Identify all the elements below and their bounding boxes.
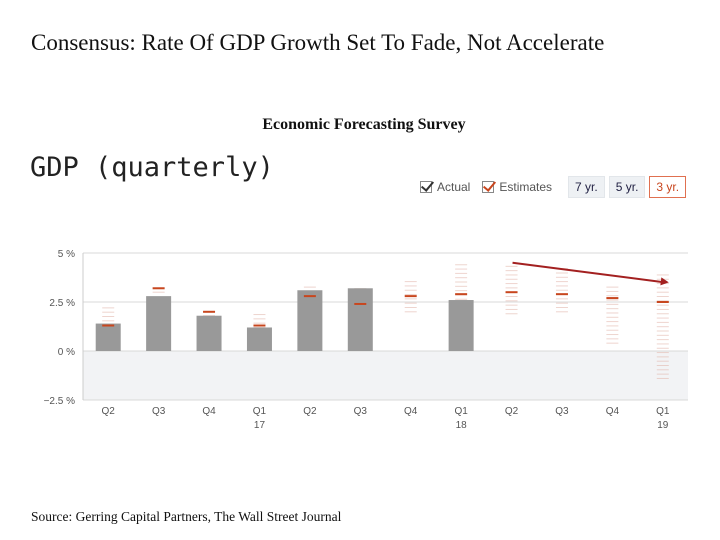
actual-bar bbox=[246, 327, 272, 351]
range-3yr-button[interactable]: 3 yr. bbox=[649, 176, 687, 198]
x-tick-label: Q1 bbox=[656, 406, 670, 417]
estimates-checkbox-icon[interactable] bbox=[482, 181, 495, 193]
chart-heading: GDP (quarterly) bbox=[30, 152, 274, 183]
x-tick-label: Q1 bbox=[454, 406, 468, 417]
range-7yr-button[interactable]: 7 yr. bbox=[568, 176, 605, 198]
x-tick-label: Q4 bbox=[202, 406, 216, 417]
slide-title: Consensus: Rate Of GDP Growth Set To Fad… bbox=[31, 30, 605, 55]
actual-bar bbox=[146, 296, 172, 351]
x-tick-year-label: 17 bbox=[254, 420, 266, 431]
estimate-spread bbox=[505, 265, 518, 315]
y-tick-label: −2.5 % bbox=[44, 396, 76, 407]
estimate-spread bbox=[555, 268, 568, 313]
estimate-spread bbox=[404, 281, 417, 313]
x-tick-label: Q4 bbox=[404, 406, 418, 417]
trend-arrow-head bbox=[660, 277, 669, 286]
actual-bar bbox=[196, 315, 222, 351]
negative-region-band bbox=[83, 351, 688, 400]
actual-bar bbox=[347, 288, 373, 351]
actual-checkbox-icon[interactable] bbox=[420, 181, 432, 193]
estimates-legend-label: Estimates bbox=[499, 180, 553, 194]
actual-bar bbox=[95, 323, 121, 351]
range-5yr-button[interactable]: 5 yr. bbox=[608, 176, 646, 198]
trend-arrow-line bbox=[512, 261, 663, 284]
source-note: Source: Gerring Capital Partners, The Wa… bbox=[31, 509, 342, 524]
estimate-spread bbox=[606, 286, 619, 344]
x-tick-year-label: 19 bbox=[657, 420, 669, 431]
x-tick-label: Q3 bbox=[152, 406, 166, 417]
y-tick-label: 5 % bbox=[58, 249, 75, 260]
x-tick-label: Q3 bbox=[354, 406, 368, 417]
x-tick-label: Q3 bbox=[555, 406, 569, 417]
survey-title: Economic Forecasting Survey bbox=[262, 116, 466, 133]
x-tick-label: Q1 bbox=[253, 406, 267, 417]
x-tick-year-label: 18 bbox=[456, 420, 468, 431]
x-tick-label: Q2 bbox=[303, 406, 317, 417]
actual-legend-label: Actual bbox=[437, 180, 471, 194]
actual-bar bbox=[297, 290, 323, 351]
chart-legend: Actual Estimates 7 yr. 5 yr. 3 yr. bbox=[420, 175, 687, 199]
x-tick-label: Q2 bbox=[505, 406, 519, 417]
actual-bar bbox=[448, 300, 474, 351]
y-tick-label: 2.5 % bbox=[49, 298, 75, 309]
y-tick-label: 0 % bbox=[58, 347, 75, 358]
x-tick-label: Q4 bbox=[606, 406, 620, 417]
x-tick-label: Q2 bbox=[102, 406, 116, 417]
